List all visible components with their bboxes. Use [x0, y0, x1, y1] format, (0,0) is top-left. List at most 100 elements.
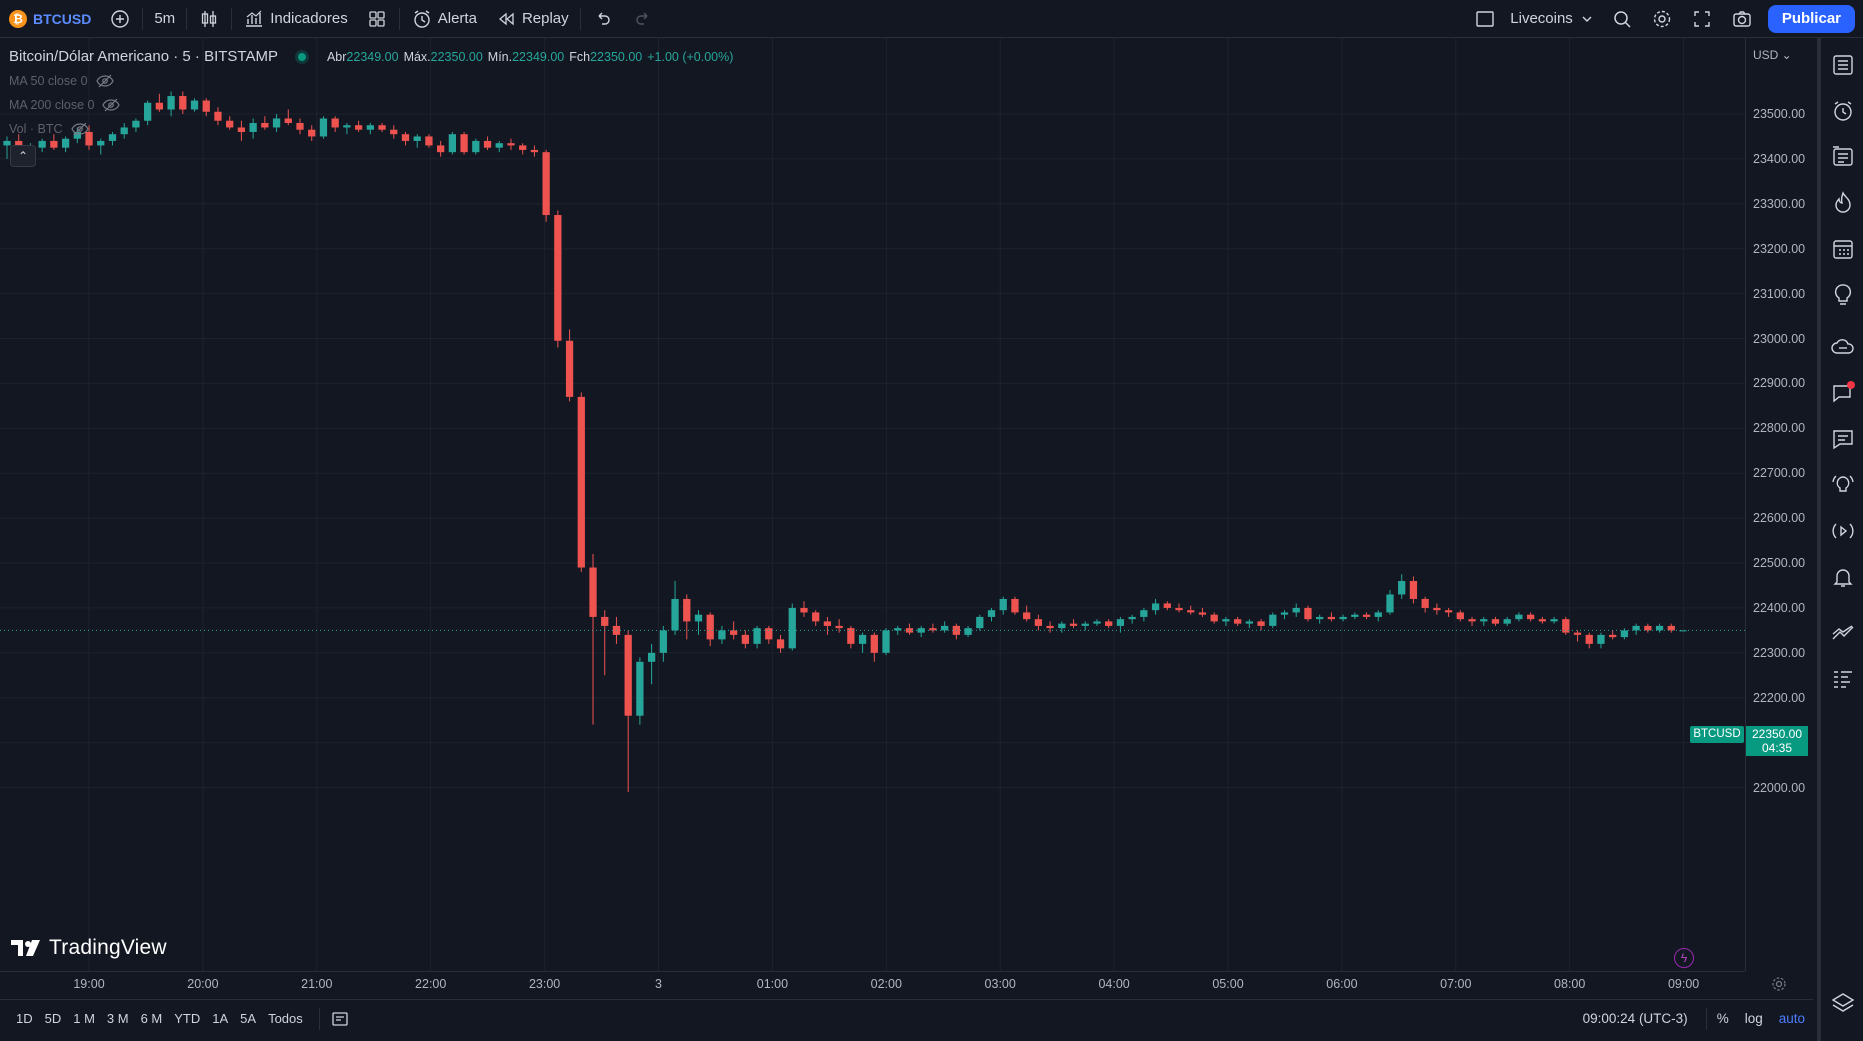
replay-button[interactable]: Replay — [486, 0, 578, 38]
candle-body — [1327, 616, 1336, 620]
candle-body — [401, 134, 410, 141]
eye-hidden-icon[interactable] — [95, 74, 114, 88]
streams-broadcast-icon[interactable] — [1830, 518, 1856, 544]
percent-scale-toggle[interactable]: % — [1716, 1011, 1729, 1026]
time-tick-label: 06:00 — [1326, 977, 1358, 991]
timezone-clock[interactable]: 09:00:24 (UTC-3) — [1582, 1011, 1688, 1026]
range-1y[interactable]: 1A — [212, 1011, 229, 1026]
candle — [554, 210, 562, 348]
search-button[interactable] — [1602, 0, 1642, 38]
candle — [108, 131, 117, 146]
low-label: Mín. — [487, 49, 513, 64]
time-axis[interactable]: 19:00 20:00 21:00 22:00 23:00 3 01:00 02:00 03:0… — [0, 971, 1745, 999]
symbol-search-button[interactable]: ₿ BTCUSD — [0, 0, 100, 38]
chart-type-button[interactable] — [189, 0, 229, 38]
price-axis[interactable] — [1745, 38, 1817, 971]
candlestick-chart[interactable] — [0, 38, 1745, 971]
candle-body — [97, 140, 105, 146]
layout-selector[interactable]: Livecoins — [1465, 0, 1602, 38]
chats-cloud-icon[interactable] — [1830, 334, 1856, 360]
candle-body — [589, 567, 597, 617]
comments-icon[interactable] — [1830, 426, 1856, 452]
settings-button[interactable] — [1642, 0, 1682, 38]
candle-body — [1081, 623, 1089, 626]
ideas-lightbulb-icon[interactable] — [1830, 282, 1856, 308]
tips-bulb-icon[interactable] — [1830, 472, 1856, 498]
candle-body — [730, 630, 738, 635]
redo-button[interactable] — [623, 0, 663, 38]
candle — [1316, 614, 1324, 624]
candle — [706, 612, 714, 647]
candle-body — [917, 628, 925, 633]
candle — [1362, 612, 1371, 620]
snapshot-button[interactable] — [1722, 0, 1762, 38]
messages-icon[interactable] — [1830, 380, 1856, 406]
candle-body — [812, 612, 820, 622]
alert-button[interactable]: Alerta — [402, 0, 486, 38]
candle — [1222, 616, 1230, 626]
range-all[interactable]: Todos — [268, 1011, 303, 1026]
currency-selector[interactable]: USD ⌄ — [1753, 48, 1792, 62]
calendar-icon[interactable] — [1830, 236, 1856, 262]
candle — [179, 91, 187, 114]
layers-icon[interactable] — [1830, 990, 1856, 1016]
eye-hidden-icon[interactable] — [102, 98, 121, 112]
candle — [1480, 616, 1488, 626]
range-5y[interactable]: 5A — [240, 1011, 257, 1026]
price-tick-label: 23100.00 — [1753, 286, 1806, 301]
range-1d[interactable]: 1D — [16, 1011, 33, 1026]
time-tick-label: 03:00 — [984, 977, 1016, 991]
fullscreen-button[interactable] — [1682, 0, 1722, 38]
candle-body — [647, 652, 656, 662]
candle-body — [1210, 614, 1218, 622]
object-tree-icon[interactable] — [1830, 144, 1856, 170]
templates-button[interactable] — [357, 0, 397, 38]
indicator-ma50[interactable]: MA 50 close 0 — [9, 74, 114, 88]
indicator-ma200[interactable]: MA 200 close 0 — [9, 98, 121, 112]
range-3m[interactable]: 3 M — [106, 1011, 129, 1026]
candle — [272, 114, 281, 132]
candle-body — [483, 140, 492, 148]
undo-button[interactable] — [583, 0, 623, 38]
go-to-date-icon[interactable] — [330, 1009, 350, 1029]
candle — [1491, 616, 1500, 626]
candle — [718, 625, 726, 644]
dom-depth-icon[interactable] — [1830, 666, 1856, 692]
auto-scale-toggle[interactable]: auto — [1778, 1011, 1805, 1026]
candle — [659, 625, 667, 662]
candle-body — [73, 131, 81, 139]
time-tick-label: 22:00 — [415, 977, 447, 991]
candle-body — [155, 102, 163, 110]
trend-lines-icon[interactable] — [1830, 620, 1856, 646]
alerts-clock-icon[interactable] — [1830, 98, 1856, 124]
range-6m[interactable]: 6 M — [140, 1011, 163, 1026]
chart-pane[interactable] — [0, 38, 1745, 971]
toolbar-divider — [186, 7, 188, 30]
candle — [519, 143, 527, 155]
hotlists-flame-icon[interactable] — [1830, 190, 1856, 216]
range-ytd[interactable]: YTD — [174, 1011, 201, 1026]
notifications-bell-icon[interactable] — [1830, 564, 1856, 590]
publish-button[interactable]: Publicar — [1767, 4, 1855, 33]
compare-symbol-button[interactable] — [100, 0, 140, 38]
indicators-button[interactable]: Indicadores — [234, 0, 357, 38]
symbol-description[interactable]: Bitcoin/Dólar Americano · 5 · BITSTAMP — [9, 48, 278, 65]
candle-body — [671, 598, 679, 631]
tradingview-logo[interactable]: TradingView — [11, 936, 167, 960]
range-5d[interactable]: 5D — [44, 1011, 62, 1026]
interval-button[interactable]: 5m — [145, 0, 184, 38]
log-scale-toggle[interactable]: log — [1744, 1011, 1763, 1026]
candle-body — [261, 122, 269, 128]
eye-hidden-icon[interactable] — [70, 122, 89, 136]
watchlist-icon[interactable] — [1830, 52, 1856, 78]
collapse-legend-button[interactable]: ⌃ — [10, 145, 36, 167]
axis-settings-icon[interactable] — [1770, 975, 1788, 993]
candle — [952, 623, 960, 640]
low-value: 22349.00 — [512, 49, 565, 64]
lightning-icon[interactable]: ϟ — [1674, 948, 1694, 968]
range-1m[interactable]: 1 M — [73, 1011, 95, 1026]
candle — [577, 392, 585, 573]
candle — [776, 634, 785, 653]
indicator-volume[interactable]: Vol · BTC — [9, 122, 89, 136]
chevron-up-icon: ⌃ — [17, 149, 29, 163]
